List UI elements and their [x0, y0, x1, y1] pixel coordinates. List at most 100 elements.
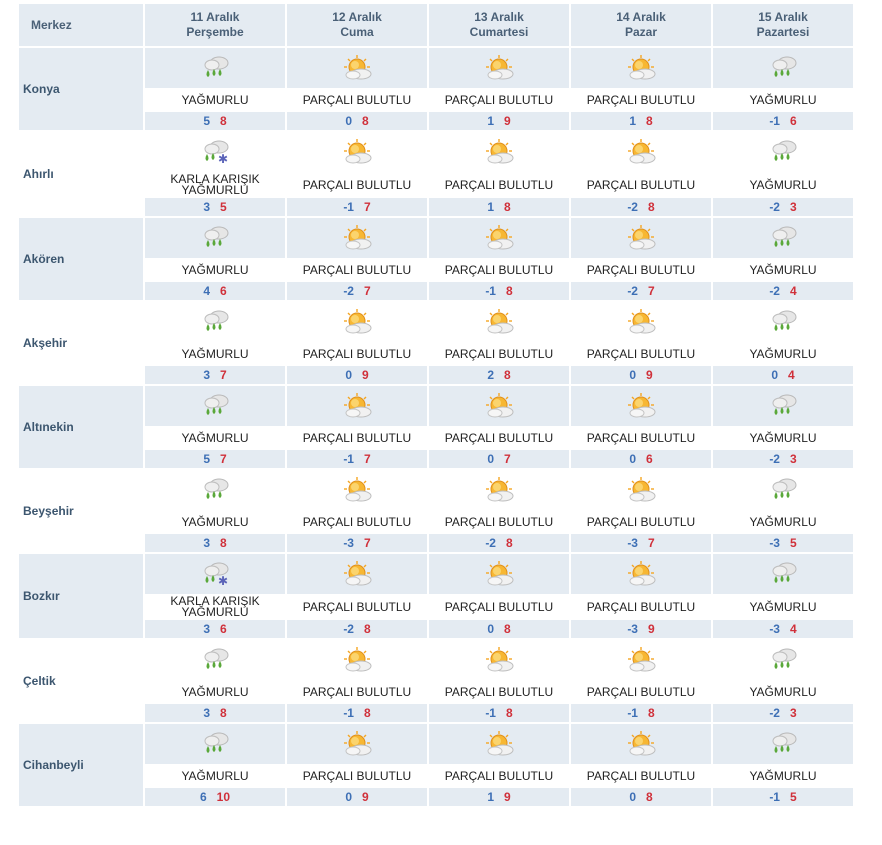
min-temperature: 1 [487, 114, 494, 128]
rain-cloud-icon [767, 559, 799, 589]
max-temperature: 3 [789, 706, 797, 720]
partly-cloudy-sun-icon [341, 729, 373, 759]
partly-cloudy-sun-icon [625, 223, 657, 253]
city-name[interactable]: Akşehir [19, 302, 143, 384]
partly-cloudy-sun-icon [341, 645, 373, 675]
city-icon-row: Çeltik [19, 640, 853, 722]
day-date: 12 Aralık [332, 10, 382, 24]
temperature-cell: -2 3 [713, 450, 853, 468]
rain-cloud-icon [199, 729, 231, 759]
max-temperature: 8 [646, 114, 653, 128]
max-temperature: 10 [216, 790, 231, 804]
min-temperature: -3 [627, 622, 638, 636]
weather-icon-cell [287, 724, 427, 764]
weather-icon-cell [713, 302, 853, 342]
condition-text: PARÇALI BULUTLU [287, 682, 427, 702]
max-temperature: 9 [504, 114, 511, 128]
city-condition-row: YAĞMURLU PARÇALI BULUTLU PARÇALI BULUTLU PA… [19, 512, 853, 532]
rain-cloud-icon [767, 53, 799, 83]
max-temperature: 8 [363, 706, 371, 720]
condition-text: PARÇALI BULUTLU [571, 428, 711, 448]
max-temperature: 6 [220, 284, 227, 298]
min-temperature: -2 [343, 284, 354, 298]
weather-icon-cell [713, 132, 853, 172]
sleet-cloud-icon: ✱ [199, 559, 231, 589]
temperature-cell: -1 6 [713, 112, 853, 130]
rain-cloud-icon [199, 475, 231, 505]
condition-text: YAĞMURLU [713, 682, 853, 702]
weather-icon-cell [145, 302, 285, 342]
condition-text: YAĞMURLU [145, 90, 285, 110]
condition-text: PARÇALI BULUTLU [571, 682, 711, 702]
weather-icon-cell [429, 554, 569, 594]
city-name[interactable]: Beyşehir [19, 470, 143, 552]
weather-icon-cell [713, 554, 853, 594]
city-name[interactable]: Akören [19, 218, 143, 300]
condition-text: KARLA KARIŞIK YAĞMURLU [145, 173, 285, 196]
day-header: 15 Aralık Pazartesi [713, 4, 853, 46]
weather-icon-cell [429, 48, 569, 88]
city-name[interactable]: Konya [19, 48, 143, 130]
min-temperature: -1 [343, 706, 354, 720]
city-name[interactable]: Altınekin [19, 386, 143, 468]
min-temperature: 0 [345, 114, 352, 128]
min-temperature: 1 [629, 114, 636, 128]
max-temperature: 8 [505, 284, 513, 298]
city-icon-row: Bozkır ✱ [19, 554, 853, 638]
min-temperature: -1 [485, 284, 496, 298]
weather-icon-cell [713, 724, 853, 764]
condition-text: PARÇALI BULUTLU [287, 596, 427, 618]
min-temperature: 0 [487, 622, 494, 636]
max-temperature: 8 [220, 706, 227, 720]
max-temperature: 9 [362, 790, 369, 804]
max-temperature: 7 [363, 536, 371, 550]
condition-text: PARÇALI BULUTLU [571, 766, 711, 786]
max-temperature: 4 [789, 622, 797, 636]
weather-icon-cell [429, 132, 569, 172]
day-date: 15 Aralık [758, 10, 808, 24]
max-temperature: 7 [647, 536, 655, 550]
partly-cloudy-sun-icon [341, 475, 373, 505]
city-condition-row: YAĞMURLU PARÇALI BULUTLU PARÇALI BULUTLU PA… [19, 766, 853, 786]
min-temperature: 1 [487, 790, 494, 804]
min-temperature: 3 [203, 622, 210, 636]
condition-text: PARÇALI BULUTLU [287, 428, 427, 448]
min-temperature: 0 [345, 790, 352, 804]
min-temperature: -2 [769, 284, 780, 298]
sleet-cloud-icon: ✱ [199, 137, 231, 167]
header-row: Merkez 11 Aralık Perşembe 12 Aralık Cuma 1… [19, 4, 853, 46]
rain-cloud-icon [199, 53, 231, 83]
min-temperature: 3 [203, 706, 210, 720]
max-temperature: 7 [363, 284, 371, 298]
condition-text: PARÇALI BULUTLU [287, 260, 427, 280]
city-icon-row: Beyşehir [19, 470, 853, 552]
weather-icon-cell [713, 218, 853, 258]
max-temperature: 7 [220, 368, 227, 382]
city-name[interactable]: Bozkır [19, 554, 143, 638]
city-temperature-row: 3 5 -1 7 1 8 -2 8 -2 3 [19, 198, 853, 216]
weather-icon-cell [571, 132, 711, 172]
city-name[interactable]: Ahırlı [19, 132, 143, 216]
max-temperature: 8 [505, 706, 513, 720]
max-temperature: 9 [646, 368, 653, 382]
min-temperature: -1 [769, 790, 780, 804]
rain-cloud-icon [767, 137, 799, 167]
max-temperature: 8 [504, 622, 511, 636]
city-icon-row: Konya [19, 48, 853, 130]
temperature-cell: -2 8 [287, 620, 427, 638]
city-condition-row: YAĞMURLU PARÇALI BULUTLU PARÇALI BULUTLU PA… [19, 344, 853, 364]
temperature-cell: -2 3 [713, 198, 853, 216]
city-name[interactable]: Cihanbeyli [19, 724, 143, 806]
condition-text: YAĞMURLU [145, 682, 285, 702]
city-name[interactable]: Çeltik [19, 640, 143, 722]
weather-icon-cell [429, 386, 569, 426]
svg-text:✱: ✱ [218, 574, 228, 588]
